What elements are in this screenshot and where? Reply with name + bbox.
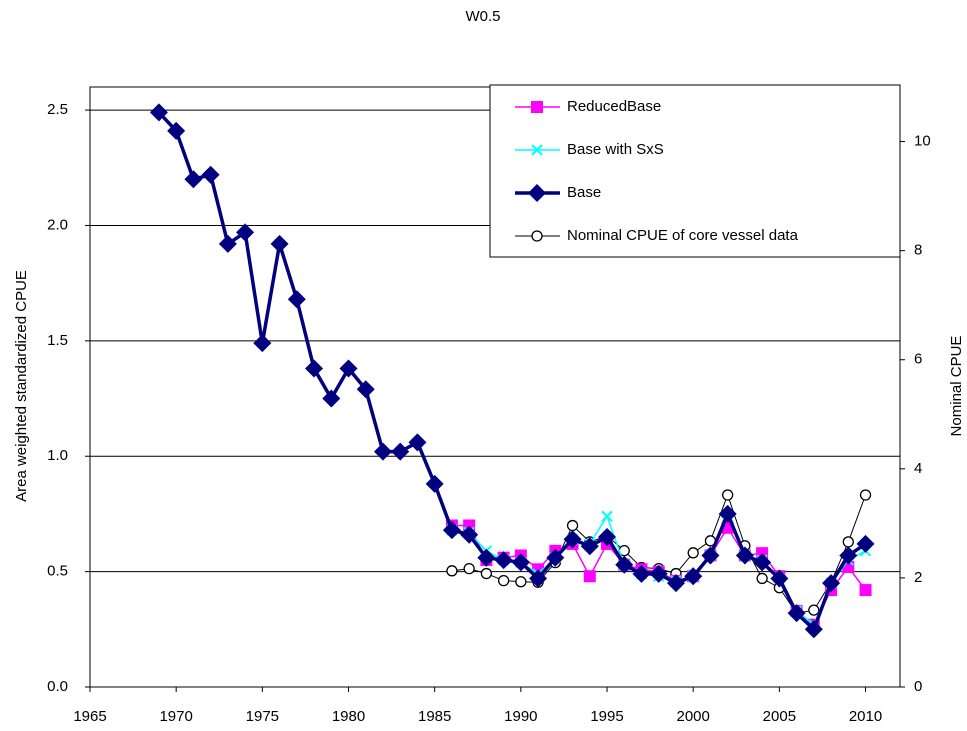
marker	[184, 170, 203, 189]
marker	[515, 576, 527, 588]
marker	[408, 433, 427, 452]
marker	[666, 574, 685, 593]
marker	[149, 103, 168, 122]
legend-label: ReducedBase	[567, 98, 661, 115]
marker	[373, 442, 392, 461]
marker	[270, 234, 289, 253]
marker	[687, 547, 699, 559]
y2-axis-title: Nominal CPUE	[948, 336, 965, 437]
marker	[356, 380, 375, 399]
plot-lines	[149, 103, 875, 639]
marker	[808, 604, 820, 616]
marker	[531, 101, 543, 113]
legend-label: Base	[567, 184, 601, 201]
marker	[583, 570, 596, 583]
axes: 0.0 0.5 1.0 1.5 2.0 2.5 0 2 4 6 8 10 1965 1970 1975 198…	[47, 101, 931, 725]
marker	[856, 534, 875, 553]
legend-label: Base with SxS	[567, 141, 664, 158]
marker	[463, 562, 475, 575]
y2-tick-label: 8	[914, 242, 922, 259]
x-tick-label: 1975	[246, 708, 279, 725]
marker	[477, 548, 496, 567]
marker	[822, 574, 841, 593]
series-line	[451, 493, 867, 614]
y-tick-label: 2.0	[47, 216, 68, 233]
marker	[287, 290, 306, 309]
marker	[756, 572, 768, 585]
y-tick-label: 1.0	[47, 447, 68, 464]
x-tick-label: 1990	[504, 708, 537, 725]
marker	[615, 555, 634, 574]
marker	[598, 528, 617, 546]
marker	[566, 519, 579, 532]
marker	[546, 548, 565, 567]
marker	[531, 144, 543, 156]
chart-title: W0.5	[465, 8, 500, 25]
marker	[218, 234, 237, 253]
marker	[839, 546, 858, 565]
marker	[753, 553, 772, 572]
marker	[425, 474, 444, 493]
y-tick-label: 1.5	[47, 332, 68, 349]
marker	[735, 546, 754, 565]
marker	[859, 489, 872, 501]
y2-tick-label: 2	[914, 569, 922, 586]
marker	[460, 525, 479, 544]
y2-tick-label: 4	[914, 460, 922, 477]
x-tick-label: 1970	[159, 708, 192, 725]
y-axis-title: Area weighted standardized CPUE	[13, 270, 30, 502]
marker	[722, 489, 734, 501]
marker	[842, 536, 854, 548]
marker	[787, 604, 806, 623]
marker	[649, 564, 668, 583]
marker	[859, 584, 872, 597]
marker	[701, 546, 720, 565]
marker	[446, 565, 458, 577]
marker	[253, 334, 272, 353]
marker	[322, 389, 341, 408]
marker	[601, 510, 613, 522]
y-tick-label: 0.5	[47, 563, 68, 580]
marker	[391, 442, 410, 461]
y2-tick-label: 10	[914, 133, 931, 150]
y2-tick-label: 0	[914, 678, 922, 695]
marker	[804, 620, 823, 639]
marker	[528, 184, 546, 202]
marker	[580, 537, 599, 556]
x-tick-label: 1995	[590, 708, 623, 725]
marker	[770, 569, 789, 588]
x-tick-label: 2000	[677, 708, 710, 725]
x-tick-label: 1980	[332, 708, 365, 725]
x-tick-label: 2010	[849, 708, 882, 725]
x-tick-label: 1985	[418, 708, 451, 725]
marker	[236, 223, 255, 242]
series	[446, 489, 872, 620]
marker	[167, 121, 186, 140]
marker	[442, 521, 461, 540]
marker	[201, 165, 220, 184]
y-tick-label: 2.5	[47, 101, 68, 118]
marker	[718, 504, 737, 523]
marker	[563, 530, 582, 549]
marker	[480, 567, 493, 580]
y-tick-label: 0.0	[47, 678, 68, 695]
marker	[339, 359, 358, 378]
legend-box	[489, 84, 901, 258]
marker	[511, 553, 530, 572]
marker	[494, 551, 513, 570]
x-tick-label: 2005	[763, 708, 796, 725]
series	[149, 103, 875, 639]
legend-label: Nominal CPUE of core vessel data	[567, 227, 799, 244]
x-tick-label: 1965	[73, 708, 106, 725]
marker	[497, 574, 510, 587]
marker	[684, 567, 703, 586]
marker	[529, 569, 548, 588]
marker	[632, 564, 651, 583]
marker	[531, 230, 543, 242]
y2-tick-label: 6	[914, 351, 922, 368]
marker	[305, 359, 324, 378]
legend: Nominal CPUE of core vessel data ReducedB…	[515, 98, 799, 244]
